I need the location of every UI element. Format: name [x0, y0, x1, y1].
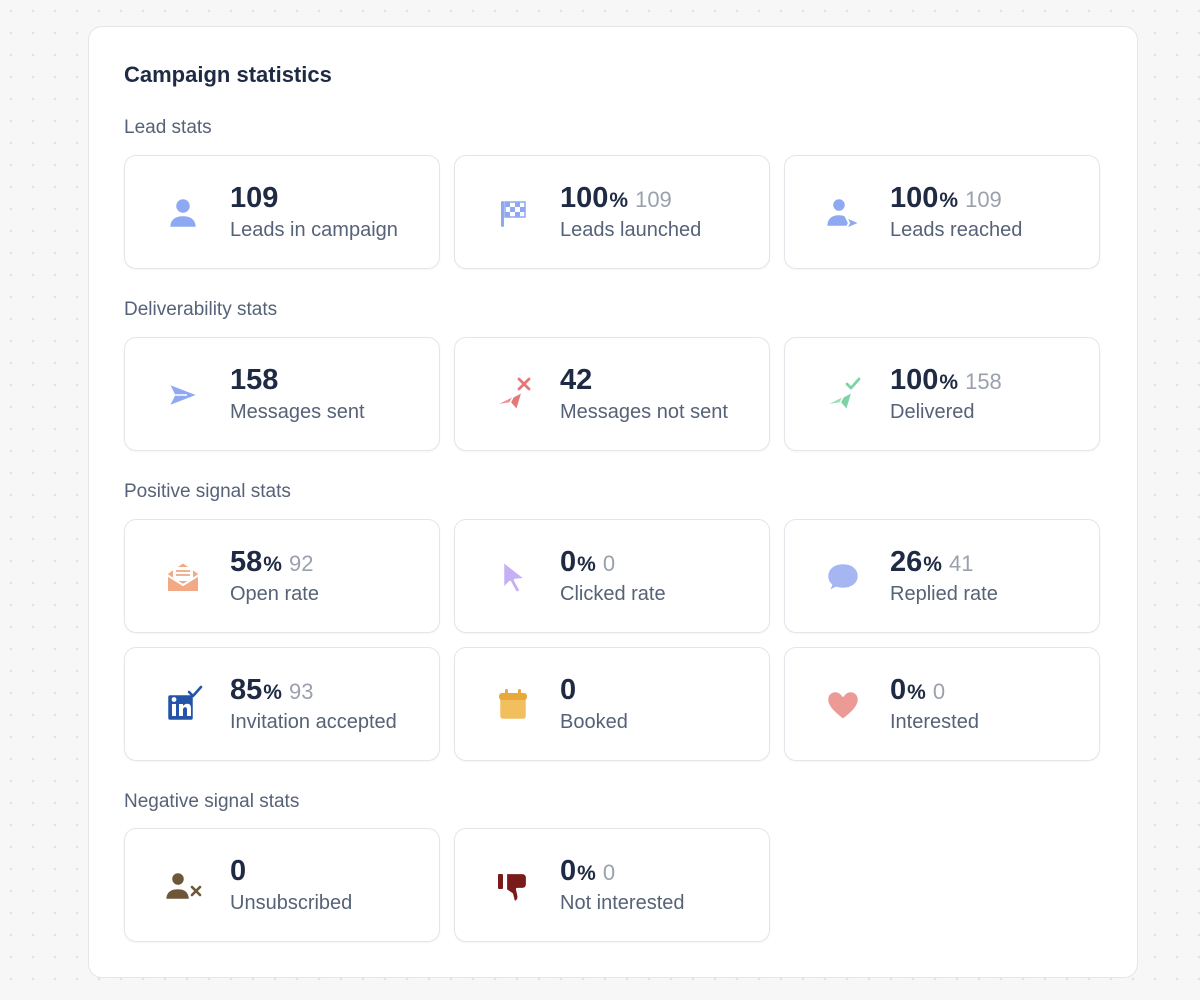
stat-percent-sign: % — [577, 862, 596, 885]
stat-value: 109 — [230, 182, 279, 214]
stat-label: Not interested — [560, 892, 685, 914]
stat-card-delivered[interactable]: 100% 158 Delivered — [784, 337, 1100, 451]
stat-percent-sign: % — [923, 553, 942, 576]
stat-label: Leads in campaign — [230, 219, 398, 241]
stat-card-messages-sent[interactable]: 158 Messages sent — [124, 337, 440, 451]
paper-plane-icon — [163, 375, 203, 415]
stat-value: 100 — [890, 364, 939, 396]
calendar-icon — [493, 685, 533, 725]
stat-card-booked[interactable]: 0 Booked — [454, 647, 770, 761]
stat-percent-sign: % — [263, 681, 282, 704]
stat-percent-sign: % — [577, 553, 596, 576]
stat-card-unsubscribed[interactable]: 0 Unsubscribed — [124, 828, 440, 942]
chat-bubble-icon — [823, 557, 863, 597]
paper-plane-failed-icon — [493, 375, 533, 415]
stat-label: Booked — [560, 711, 628, 733]
stat-count: 0 — [602, 860, 616, 885]
checkered-flag-icon — [493, 193, 533, 233]
stat-card-replied-rate[interactable]: 26% 41 Replied rate — [784, 519, 1100, 633]
stat-card-leads-launched[interactable]: 100% 109 Leads launched — [454, 155, 770, 269]
stat-count: 92 — [288, 551, 314, 576]
heart-icon — [823, 685, 863, 725]
stat-label: Delivered — [890, 401, 975, 423]
paper-plane-check-icon — [823, 375, 863, 415]
stat-value: 100 — [890, 182, 939, 214]
stat-value: 0 — [560, 546, 577, 578]
section-label-positive-signal-stats: Positive signal stats — [124, 481, 291, 502]
person-x-icon — [163, 866, 203, 906]
stat-value: 26 — [890, 546, 923, 578]
stat-percent-sign: % — [609, 189, 629, 212]
stat-count: 158 — [965, 369, 1002, 394]
stat-count: 0 — [932, 679, 946, 704]
stat-card-not-interested[interactable]: 0% 0 Not interested — [454, 828, 770, 942]
stat-label: Invitation accepted — [230, 711, 397, 733]
stat-count: 41 — [948, 551, 974, 576]
section-label-negative-signal-stats: Negative signal stats — [124, 791, 300, 812]
stat-card-messages-not-sent[interactable]: 42 Messages not sent — [454, 337, 770, 451]
person-arrow-icon — [823, 193, 863, 233]
cursor-icon — [493, 557, 533, 597]
stat-count: 109 — [635, 187, 672, 212]
stat-value: 0 — [890, 674, 907, 706]
stat-label: Open rate — [230, 583, 319, 605]
person-icon — [163, 193, 203, 233]
stat-value: 58 — [230, 546, 263, 578]
stat-value: 158 — [230, 364, 279, 396]
stat-card-interested[interactable]: 0% 0 Interested — [784, 647, 1100, 761]
stat-label: Messages not sent — [560, 401, 728, 423]
stat-label: Leads launched — [560, 219, 702, 241]
thumbs-down-icon — [493, 866, 533, 906]
stat-percent-sign: % — [907, 681, 926, 704]
stat-value: 100 — [560, 182, 609, 214]
stat-value: 0 — [560, 674, 577, 706]
open-envelope-icon — [163, 557, 203, 597]
stat-card-open-rate[interactable]: 58% 92 Open rate — [124, 519, 440, 633]
stat-percent-sign: % — [939, 371, 959, 394]
stat-percent-sign: % — [939, 189, 959, 212]
campaign-statistics-panel: Campaign statistics Lead stats 109 Leads… — [88, 26, 1138, 978]
stat-value: 42 — [560, 364, 593, 396]
stat-label: Unsubscribed — [230, 892, 353, 914]
stat-label: Leads reached — [890, 219, 1023, 241]
stat-value: 0 — [230, 855, 247, 887]
stat-percent-sign: % — [263, 553, 282, 576]
stat-card-invitation-accepted[interactable]: 85% 93 Invitation accepted — [124, 647, 440, 761]
stat-label: Clicked rate — [560, 583, 666, 605]
section-label-deliverability-stats: Deliverability stats — [124, 299, 278, 320]
stat-count: 0 — [602, 551, 616, 576]
stat-label: Interested — [890, 711, 979, 733]
stat-card-leads-reached[interactable]: 100% 109 Leads reached — [784, 155, 1100, 269]
panel-title: Campaign statistics — [124, 62, 332, 87]
stat-card-clicked-rate[interactable]: 0% 0 Clicked rate — [454, 519, 770, 633]
stat-count: 93 — [288, 679, 314, 704]
section-label-lead-stats: Lead stats — [124, 117, 212, 138]
stat-label: Messages sent — [230, 401, 365, 423]
stat-value: 85 — [230, 674, 263, 706]
stat-count: 109 — [965, 187, 1002, 212]
stat-card-leads-in-campaign[interactable]: 109 Leads in campaign — [124, 155, 440, 269]
linkedin-check-icon — [163, 685, 203, 725]
stat-value: 0 — [560, 855, 577, 887]
stat-label: Replied rate — [890, 583, 998, 605]
